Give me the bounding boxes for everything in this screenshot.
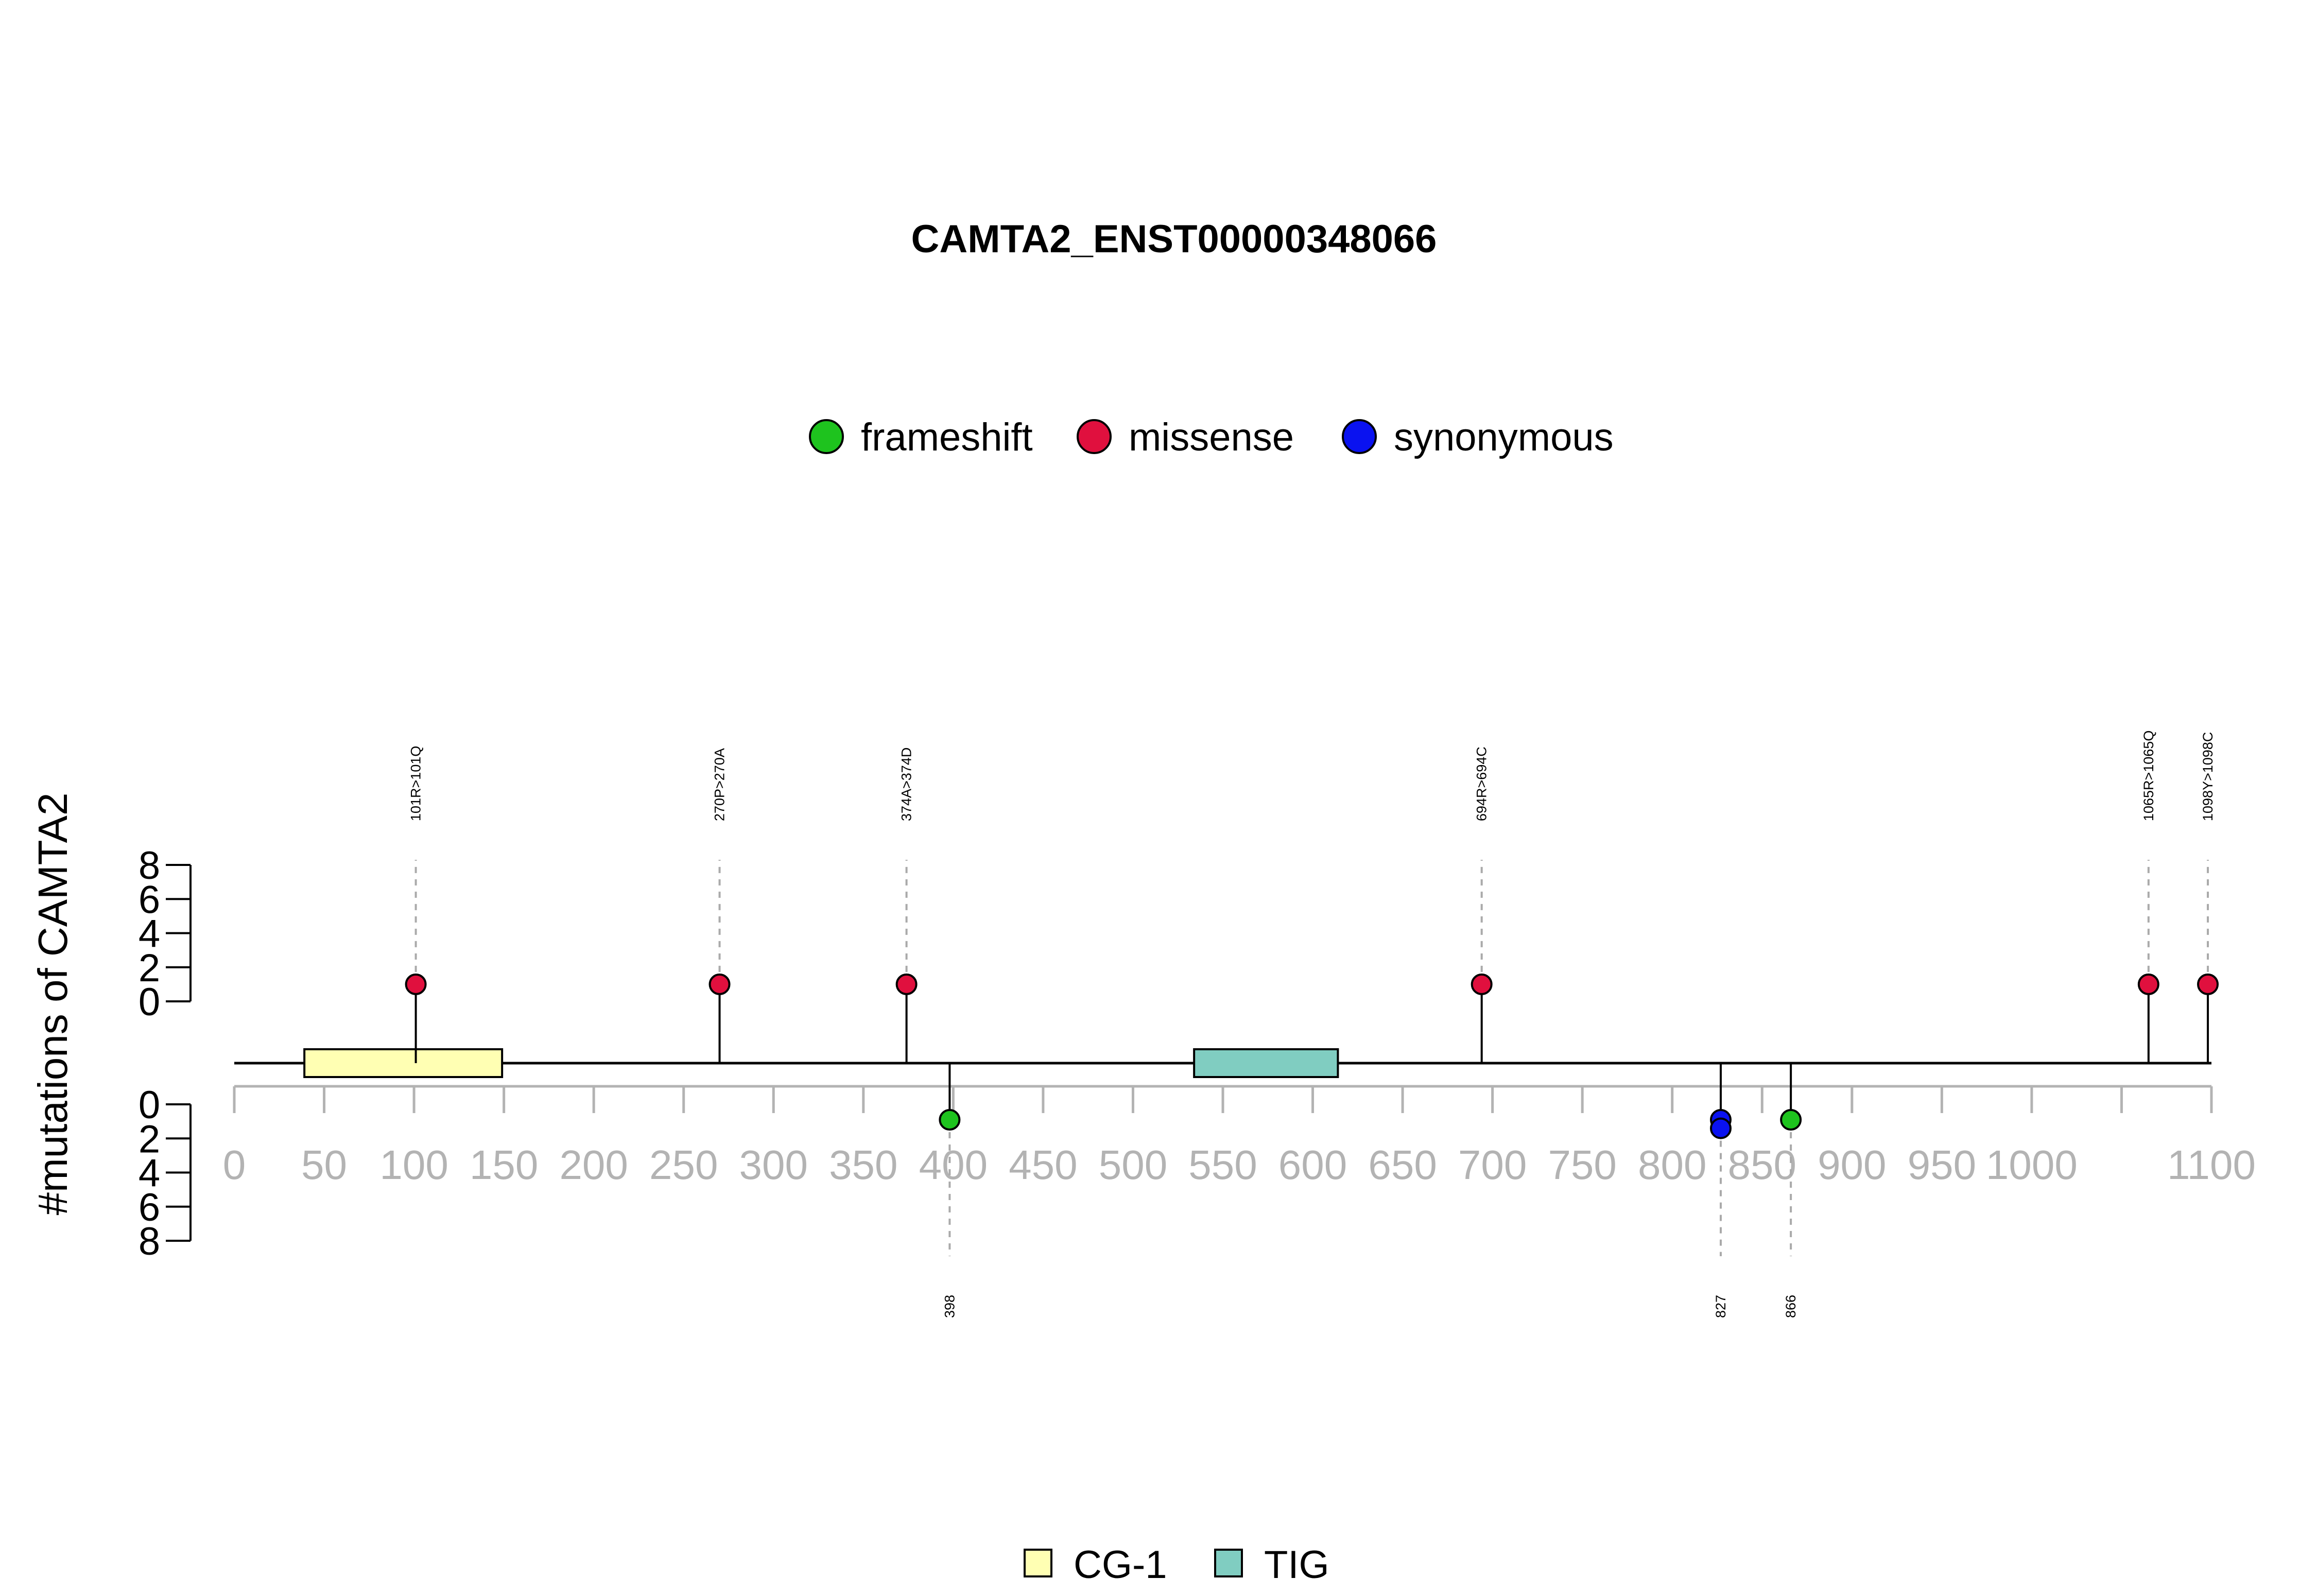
- lower-axis-tick-label: 0: [139, 1083, 160, 1127]
- x-axis-tick-label: 750: [1548, 1142, 1616, 1188]
- x-axis-tick-label: 100: [379, 1142, 448, 1188]
- x-axis-tick-label: 800: [1638, 1142, 1706, 1188]
- upper-axis-tick-label: 2: [139, 946, 160, 990]
- legend-marker-synonymous: [1342, 419, 1377, 454]
- position-axis: 0 50 100 150 200 250 300 350 400 450 500 550 600 650 7…: [223, 1085, 2256, 1188]
- upper-axis-tick-label: 0: [139, 980, 160, 1024]
- domain-legend: CG-1 TIG: [1024, 1543, 1329, 1587]
- legend-label-missense: missense: [1129, 415, 1294, 459]
- mutation-point-missense: [2137, 973, 2159, 995]
- x-axis-tick-label: 250: [649, 1142, 718, 1188]
- upper-axis-tick-label: 8: [139, 844, 160, 888]
- lower-axis-tick-label: 8: [139, 1220, 160, 1263]
- upper-mutations: 101R>101Q 270P>270A 374A>374D 694R>694C 1065…: [405, 731, 2219, 1063]
- mutation-label: 398: [942, 1295, 957, 1318]
- mutation-point-missense: [405, 973, 427, 995]
- mutation-label: 827: [1713, 1295, 1728, 1318]
- mutation-point-frameshift: [1780, 1109, 1802, 1131]
- x-axis-tick-label: 500: [1099, 1142, 1167, 1188]
- x-axis-tick-label: 900: [1818, 1142, 1886, 1188]
- mutation-type-legend: frameshift missense synonymous: [809, 415, 1614, 459]
- chart-title: CAMTA2_ENST00000348066: [911, 217, 1437, 261]
- mutation-point-synonymous: [1709, 1117, 1732, 1139]
- legend-marker-frameshift: [809, 419, 844, 454]
- x-axis-tick-label: 700: [1458, 1142, 1527, 1188]
- x-axis-tick-label: 300: [739, 1142, 808, 1188]
- mutation-label: 101R>101Q: [408, 746, 424, 821]
- legend-marker-missense: [1077, 419, 1112, 454]
- x-axis-tick-label: 200: [559, 1142, 628, 1188]
- x-axis-tick-label: 450: [1009, 1142, 1077, 1188]
- x-axis-tick-label: 650: [1368, 1142, 1437, 1188]
- x-axis-tick-label: 0: [223, 1142, 246, 1188]
- mutation-label: 1065R>1065Q: [2141, 731, 2156, 821]
- domain-TIG: [1193, 1048, 1339, 1078]
- x-axis-tick-label: 600: [1278, 1142, 1347, 1188]
- domain-CG-1: [303, 1048, 504, 1078]
- lower-mutations: 398 827 866: [939, 1063, 1802, 1318]
- x-axis-tick-label: 150: [470, 1142, 538, 1188]
- upper-axis-tick-label: 4: [139, 912, 160, 956]
- x-axis-tick-label: 400: [919, 1142, 988, 1188]
- mutation-point-frameshift: [939, 1109, 961, 1131]
- domain-boxes: [303, 1048, 1339, 1078]
- mutation-point-missense: [895, 973, 918, 995]
- domain-legend-label-CG-1: CG-1: [1074, 1543, 1167, 1587]
- mutation-point-missense: [2197, 973, 2219, 995]
- mutation-label: 374A>374D: [899, 748, 914, 821]
- upper-axis-tick-label: 6: [139, 878, 160, 922]
- legend-label-synonymous: synonymous: [1394, 415, 1614, 459]
- mutation-label: 866: [1783, 1295, 1799, 1318]
- x-axis-tick-label: 50: [301, 1142, 347, 1188]
- x-axis-tick-label: 850: [1728, 1142, 1796, 1188]
- domain-legend-label-TIG: TIG: [1264, 1543, 1329, 1587]
- y-axis-label: #mutations of CAMTA2: [30, 792, 76, 1215]
- x-axis-tick-label: 350: [829, 1142, 897, 1188]
- domain-legend-swatch-TIG: [1214, 1549, 1243, 1577]
- x-axis-tick-label: 550: [1188, 1142, 1257, 1188]
- x-axis-tick-label: 1000: [1986, 1142, 2078, 1188]
- legend-label-frameshift: frameshift: [861, 415, 1033, 459]
- mutation-label: 1098Y>1098C: [2200, 732, 2216, 821]
- x-axis-tick-label: 950: [1908, 1142, 1976, 1188]
- domain-legend-swatch-CG-1: [1024, 1549, 1052, 1577]
- mutation-point-missense: [1471, 973, 1493, 995]
- mutation-label: 270P>270A: [712, 748, 728, 821]
- lower-axis-tick-label: 2: [139, 1117, 160, 1161]
- x-axis-tick-label: 1100: [2167, 1142, 2256, 1188]
- mutation-point-missense: [708, 973, 731, 995]
- mutation-label: 694R>694C: [1474, 747, 1490, 821]
- lower-axis-tick-label: 6: [139, 1186, 160, 1229]
- lower-axis-tick-label: 4: [139, 1152, 160, 1195]
